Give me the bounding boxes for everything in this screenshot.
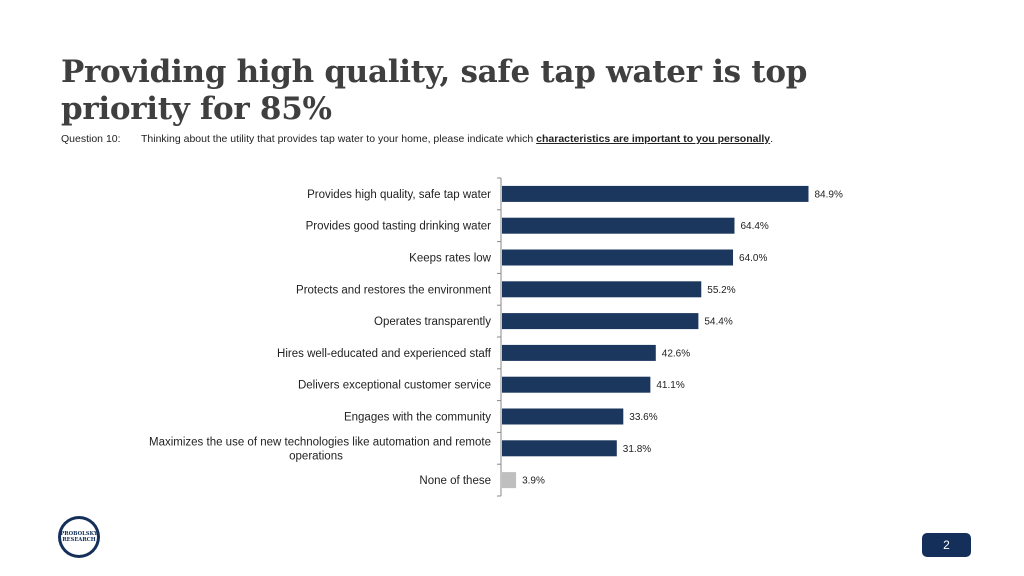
question-emphasis: characteristics are important to you per…: [536, 133, 771, 145]
category-label-10: None of these: [419, 475, 491, 487]
category-label-3: Keeps rates low: [409, 253, 492, 265]
category-label-4: Protects and restores the environment: [296, 284, 492, 296]
bar-6: [502, 344, 656, 361]
category-label-2: Provides good tasting drinking water: [306, 221, 492, 233]
value-label-7: 41.1%: [656, 380, 684, 391]
question-body: Thinking about the utility that provides…: [141, 133, 537, 145]
bar-4: [502, 281, 702, 298]
value-label-10: 3.9%: [522, 476, 545, 487]
bar-7: [502, 376, 651, 393]
category-label-8: Engages with the community: [344, 412, 491, 424]
value-label-9: 31.8%: [623, 444, 651, 455]
value-label-6: 42.6%: [662, 348, 690, 359]
logo-inner: PROBOLSKY RESEARCH: [60, 519, 98, 555]
question-text: Question 10: Thinking about the utility t…: [61, 133, 773, 145]
category-label-6: Hires well-educated and experienced staf…: [277, 348, 492, 360]
page-number: 2: [943, 538, 950, 552]
value-label-1: 84.9%: [814, 189, 842, 200]
value-label-3: 64.0%: [739, 253, 767, 264]
logo-line-2: RESEARCH: [62, 537, 96, 543]
bar-9: [502, 440, 617, 457]
value-label-5: 54.4%: [704, 317, 732, 328]
bar-1: [502, 185, 809, 202]
bar-5: [502, 313, 699, 330]
logo-line-1: PROBOLSKY: [60, 531, 98, 537]
page-title: Providing high quality, safe tap water i…: [61, 54, 821, 128]
question-end: .: [770, 133, 774, 145]
value-label-8: 33.6%: [629, 412, 657, 423]
category-label-9: Maximizes the use of new technologies li…: [149, 436, 491, 448]
bar-2: [502, 217, 735, 234]
value-label-2: 64.4%: [740, 221, 768, 232]
title-line-1: Providing high quality, safe tap water i…: [61, 54, 808, 90]
bar-10: [502, 472, 517, 489]
probolsky-logo: PROBOLSKY RESEARCH: [58, 516, 100, 558]
page-number-badge: 2: [922, 533, 971, 557]
question-label: Question 10:: [61, 133, 121, 145]
value-label-4: 55.2%: [707, 285, 735, 296]
bar-3: [502, 249, 734, 266]
title-line-2: priority for 85%: [61, 91, 332, 127]
bar-8: [502, 408, 624, 425]
category-label-9: operations: [289, 450, 343, 462]
category-label-7: Delivers exceptional customer service: [298, 380, 491, 392]
category-label-1: Provides high quality, safe tap water: [307, 189, 491, 201]
category-label-5: Operates transparently: [374, 316, 491, 328]
